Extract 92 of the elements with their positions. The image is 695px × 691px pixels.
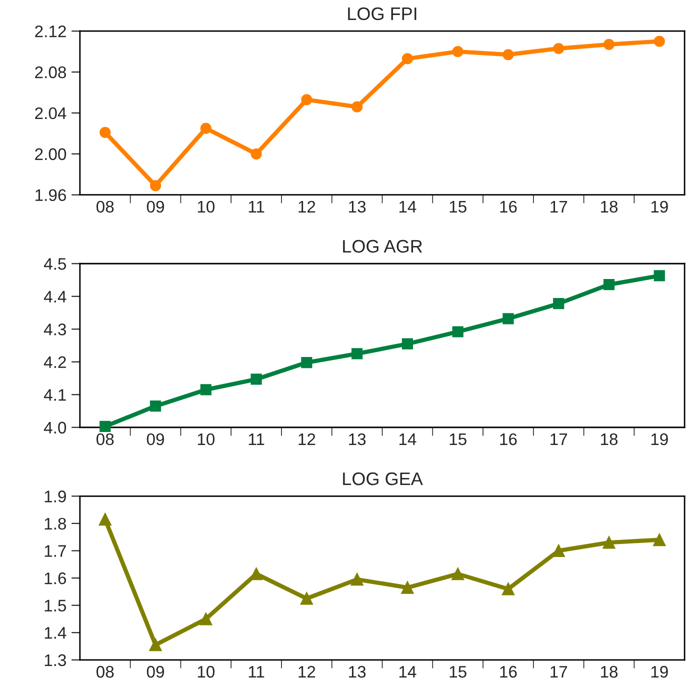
point — [653, 534, 666, 546]
x-tick-label: 10 — [198, 200, 215, 213]
x-tick-label: 19 — [651, 666, 668, 678]
x-tick-label: 12 — [298, 666, 316, 678]
point — [200, 384, 212, 396]
x-tick-label: 11 — [248, 201, 264, 212]
point — [402, 53, 413, 64]
x-tick-label: 16 — [500, 200, 517, 213]
x-tick-label: 17 — [550, 666, 568, 678]
point — [452, 46, 464, 58]
point — [350, 573, 364, 586]
x-tick-label: 14 — [399, 201, 416, 212]
y-tick-label: 4.5 — [44, 258, 66, 270]
x-tick-label: 10 — [198, 666, 215, 678]
point — [200, 122, 212, 134]
point — [502, 49, 514, 60]
y-tick-label: 4.3 — [44, 324, 66, 336]
x-tick-label: 13 — [349, 433, 366, 446]
point — [553, 298, 564, 310]
point — [502, 582, 514, 596]
y-tick-label: 1.3 — [44, 654, 66, 666]
x-tick-label: 18 — [600, 200, 618, 213]
x-tick-label: 16 — [500, 666, 517, 678]
x-tick-label: 11 — [248, 666, 264, 678]
point — [602, 536, 616, 549]
x-tick-label: 15 — [450, 434, 466, 446]
x-tick-label: 12 — [298, 433, 316, 446]
point — [352, 101, 363, 112]
y-tick-label: 1.8 — [44, 518, 66, 530]
point — [654, 36, 665, 47]
x-tick-label: 09 — [146, 666, 164, 678]
point — [100, 420, 111, 432]
chart-title: LOG FPI — [348, 7, 416, 20]
y-tick-label: 4.2 — [44, 356, 66, 368]
x-tick-label: 10 — [198, 433, 215, 446]
point — [603, 279, 615, 290]
point — [553, 42, 564, 54]
point — [200, 612, 212, 626]
x-tick-label: 19 — [651, 433, 668, 446]
x-tick-label: 17 — [550, 201, 568, 212]
y-tick-label: 4.4 — [44, 290, 66, 302]
point — [250, 374, 262, 385]
point — [250, 148, 262, 160]
x-tick-label: 09 — [146, 200, 164, 213]
x-tick-label: 18 — [600, 433, 618, 446]
point — [552, 544, 565, 557]
point — [603, 38, 615, 50]
y-tick-label: 4.0 — [44, 422, 66, 434]
point — [100, 126, 111, 138]
x-tick-label: 13 — [349, 666, 366, 678]
x-tick-label: 12 — [298, 200, 316, 212]
point — [150, 180, 162, 192]
y-tick-label: 4.1 — [44, 389, 66, 401]
point — [149, 638, 162, 652]
x-tick-label: 17 — [550, 434, 568, 446]
point — [452, 326, 464, 338]
point — [300, 592, 313, 605]
y-tick-label: 1.4 — [44, 627, 66, 639]
y-tick-label: 1.96 — [36, 189, 66, 202]
x-tick-label: 15 — [450, 201, 466, 213]
x-tick-label: 14 — [399, 434, 416, 446]
y-tick-label: 1.6 — [44, 572, 66, 584]
point — [301, 356, 312, 368]
x-tick-label: 08 — [96, 200, 114, 213]
x-tick-label: 09 — [146, 433, 164, 446]
y-tick-label: 2.08 — [35, 66, 66, 78]
x-tick-label: 15 — [450, 666, 466, 678]
x-tick-label: 16 — [500, 433, 517, 446]
y-tick-label: 1.5 — [44, 600, 66, 612]
chart-title: LOG GEA — [343, 472, 423, 486]
y-tick-label: 2.12 — [35, 25, 66, 38]
point — [352, 348, 363, 360]
x-tick-label: 13 — [349, 200, 366, 213]
y-tick-label: 2.00 — [35, 148, 66, 160]
y-tick-label: 1.7 — [44, 545, 66, 557]
x-tick-label: 08 — [96, 433, 114, 446]
y-tick-label: 1.9 — [44, 490, 66, 502]
y-tick-label: 2.04 — [35, 107, 66, 120]
x-tick-label: 19 — [651, 200, 668, 213]
point — [301, 94, 312, 106]
point — [150, 400, 162, 412]
x-tick-label: 14 — [399, 666, 416, 678]
point — [452, 568, 464, 580]
point — [401, 581, 414, 594]
point — [502, 313, 514, 324]
x-tick-label: 11 — [248, 434, 264, 446]
x-tick-label: 18 — [600, 666, 618, 678]
chart-title: LOG AGR — [343, 240, 422, 253]
x-tick-label: 08 — [96, 666, 114, 678]
point — [654, 270, 665, 282]
point — [98, 513, 112, 526]
point — [402, 338, 413, 350]
